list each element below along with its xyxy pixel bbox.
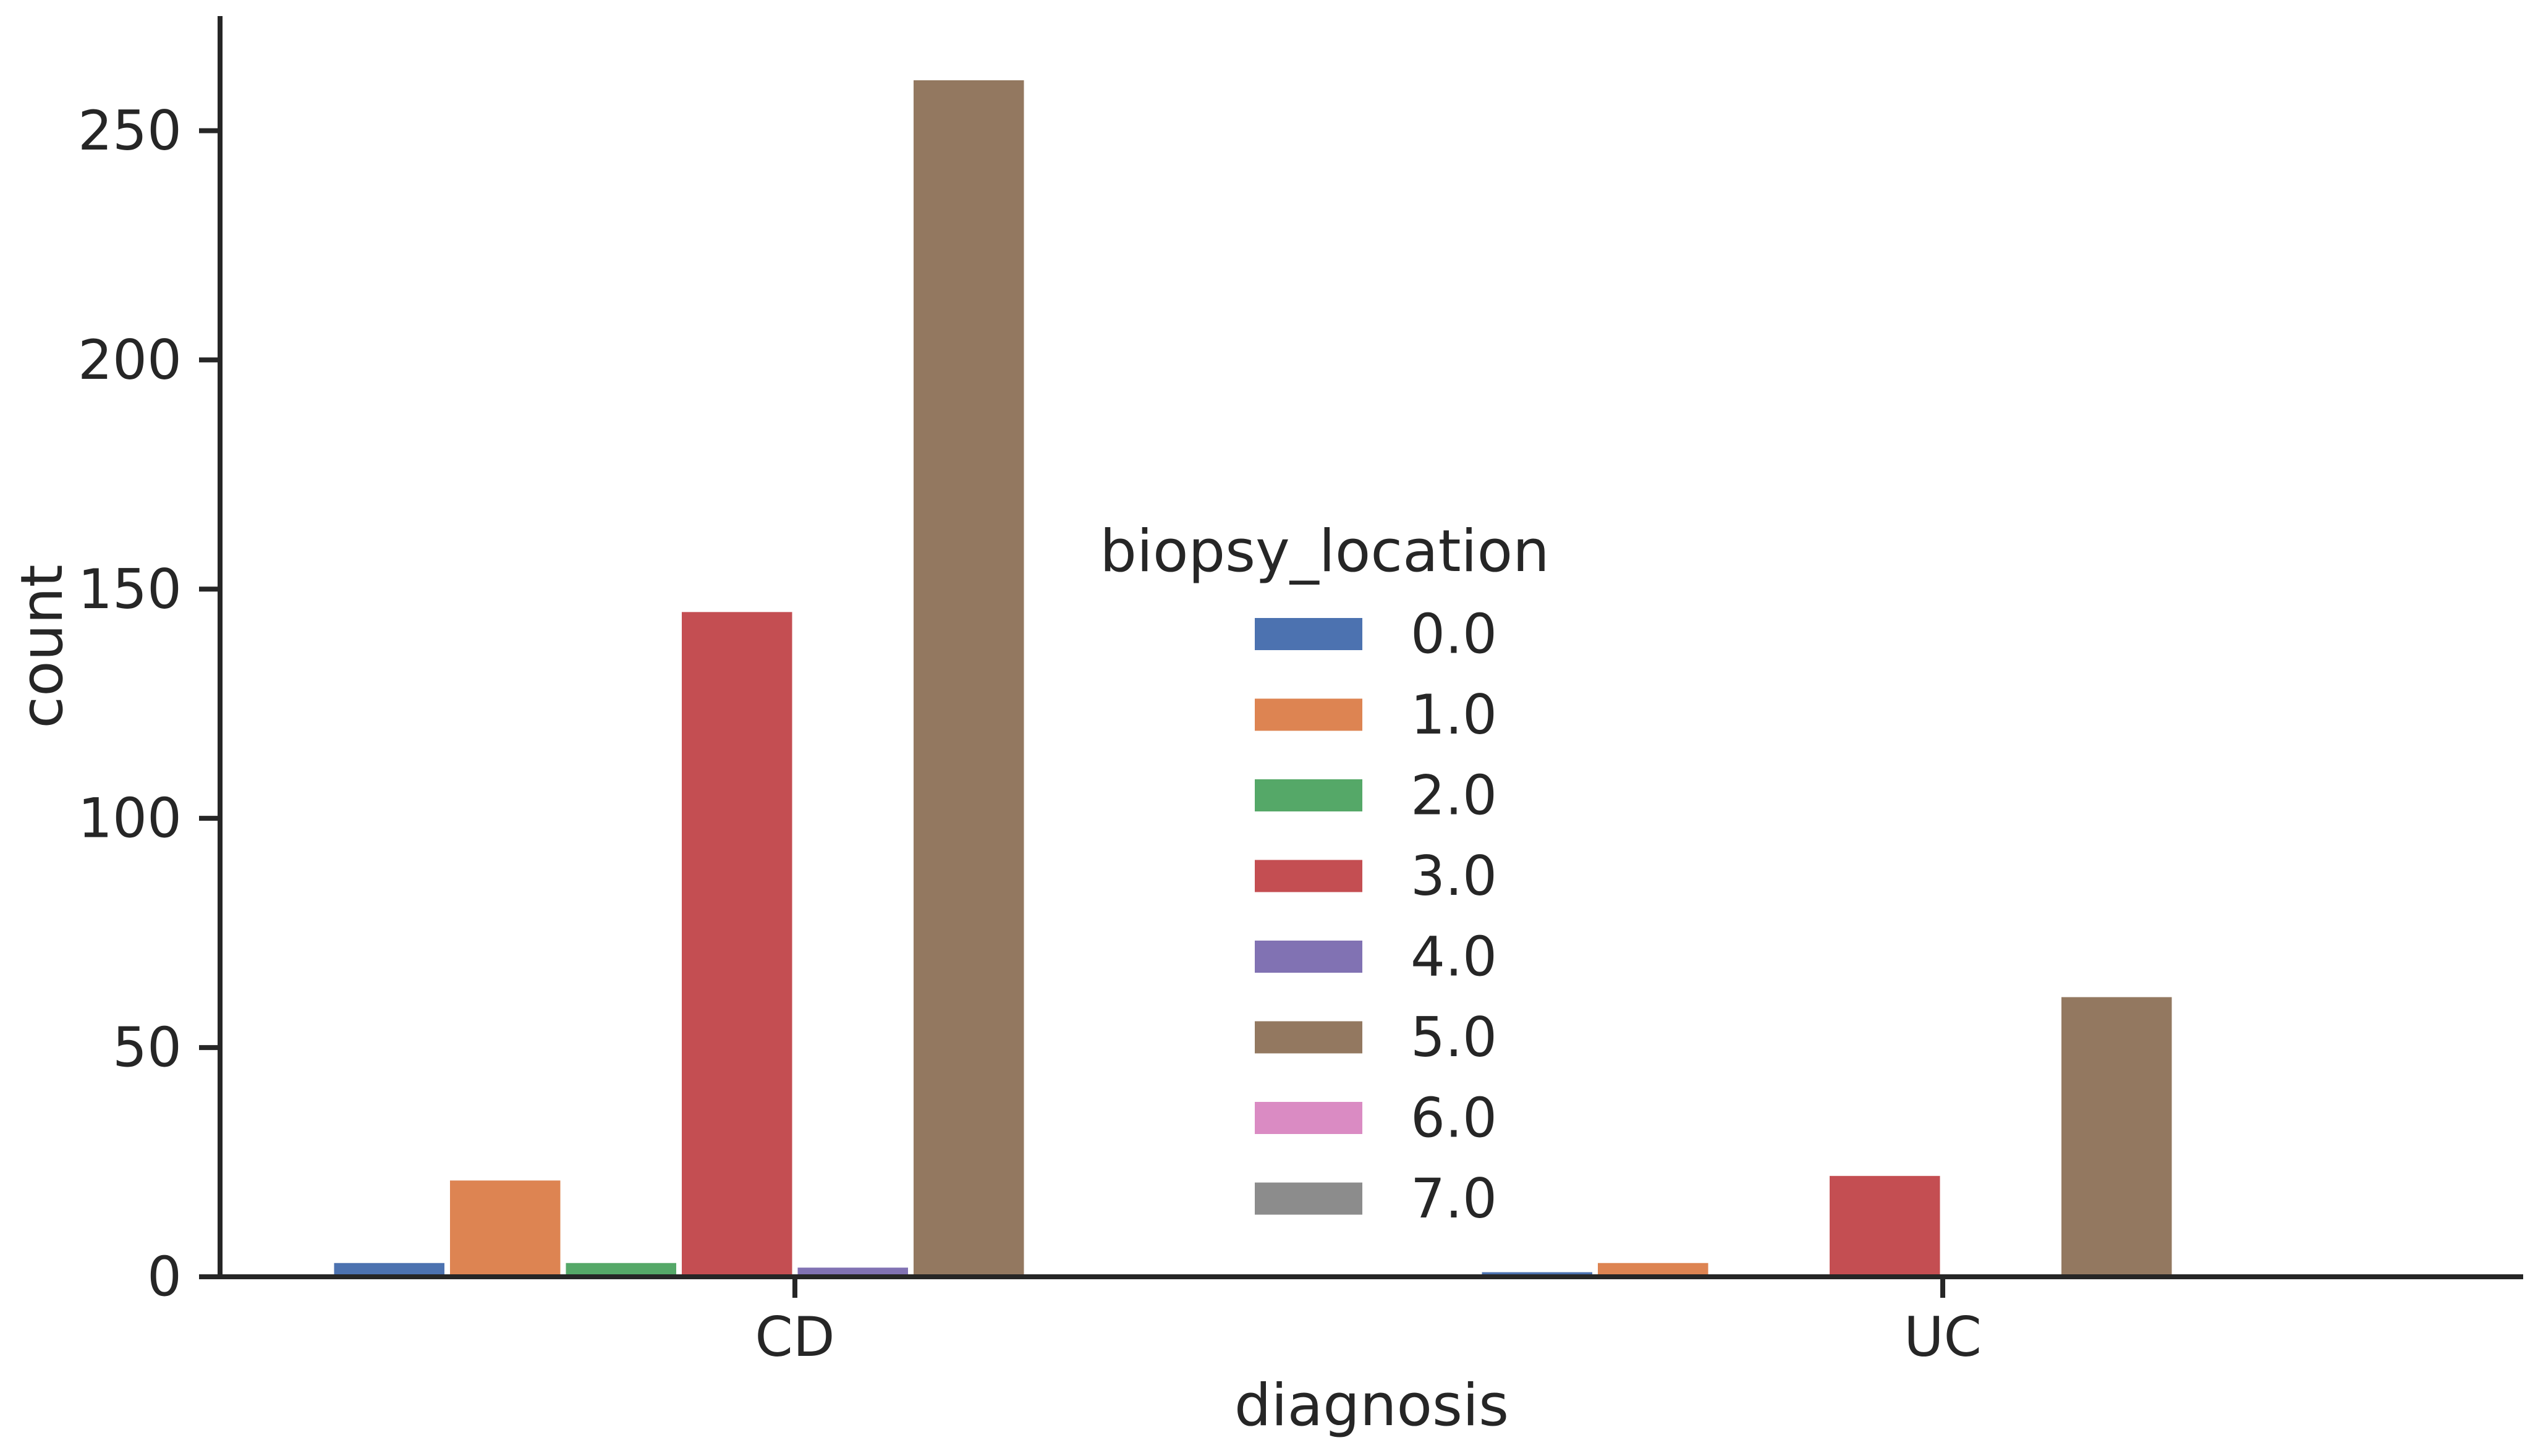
legend-label-2-0: 2.0 <box>1411 764 1497 827</box>
plot-area <box>334 80 2172 1277</box>
legend-title: biopsy_location <box>1100 518 1550 585</box>
x-tick-label-uc: UC <box>1904 1305 1982 1369</box>
y-tick-label-100: 100 <box>78 787 182 850</box>
y-tick-label-50: 50 <box>112 1016 182 1080</box>
x-axis-title: diagnosis <box>1234 1372 1509 1439</box>
y-tick-label-150: 150 <box>78 557 182 621</box>
legend-label-4-0: 4.0 <box>1411 925 1497 989</box>
legend-swatch-3-0 <box>1255 860 1362 892</box>
y-tick-label-250: 250 <box>78 99 182 163</box>
bar-cd-5-0 <box>914 80 1024 1277</box>
legend-swatch-4-0 <box>1255 941 1362 973</box>
bar-cd-3-0 <box>682 612 792 1277</box>
y-axis-title: count <box>9 564 76 728</box>
bar-cd-2-0 <box>566 1263 676 1277</box>
bar-cd-1-0 <box>450 1180 561 1277</box>
legend-swatch-5-0 <box>1255 1021 1362 1054</box>
legend-label-0-0: 0.0 <box>1411 603 1497 666</box>
y-tick-label-200: 200 <box>78 328 182 392</box>
legend-swatch-0-0 <box>1255 618 1362 650</box>
legend-swatch-7-0 <box>1255 1182 1362 1215</box>
legend: biopsy_location 0.0 1.0 2.0 3.0 4.0 5.0 6.0 7.0 <box>1100 518 1550 1230</box>
y-tick-label-0: 0 <box>147 1245 182 1309</box>
legend-label-3-0: 3.0 <box>1411 844 1497 908</box>
legend-swatch-1-0 <box>1255 698 1362 731</box>
legend-label-6-0: 6.0 <box>1411 1086 1497 1150</box>
y-axis-ticks: 0 50 100 150 200 250 <box>78 99 220 1309</box>
legend-label-7-0: 7.0 <box>1411 1167 1497 1230</box>
bar-uc-1-0 <box>1598 1263 1708 1277</box>
legend-label-5-0: 5.0 <box>1411 1005 1497 1069</box>
bar-cd-0-0 <box>334 1263 444 1277</box>
x-tick-label-cd: CD <box>755 1305 834 1369</box>
legend-items: 0.0 1.0 2.0 3.0 4.0 5.0 6.0 7.0 <box>1255 603 1497 1230</box>
legend-swatch-6-0 <box>1255 1102 1362 1134</box>
legend-label-1-0: 1.0 <box>1411 683 1497 747</box>
bar-uc-3-0 <box>1830 1175 1940 1277</box>
legend-swatch-2-0 <box>1255 779 1362 811</box>
x-axis-ticks: CD UC <box>755 1277 1982 1369</box>
bar-uc-5-0 <box>2061 997 2172 1277</box>
axes <box>218 16 2523 1279</box>
